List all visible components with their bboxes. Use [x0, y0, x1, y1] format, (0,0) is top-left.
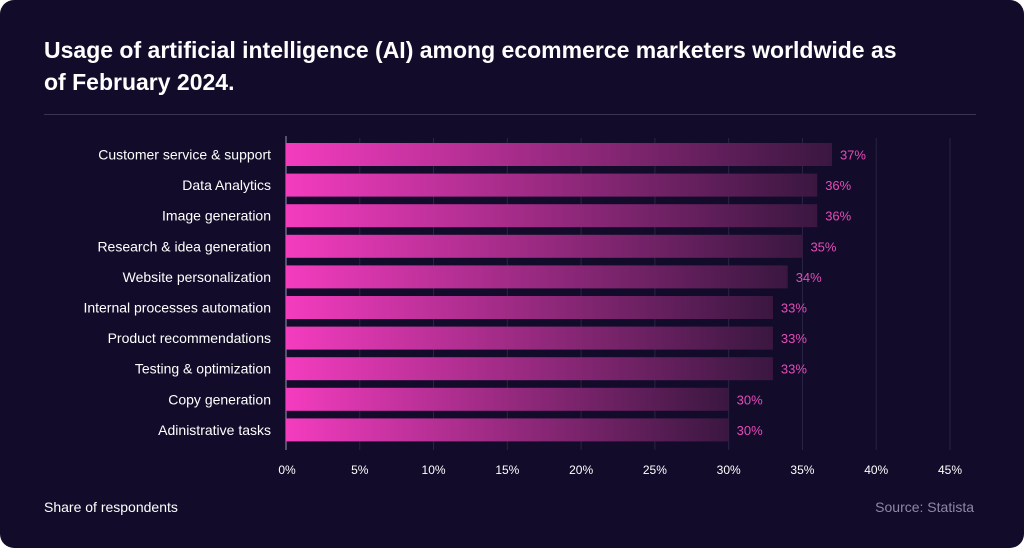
- x-tick-label: 20%: [569, 463, 593, 477]
- x-tick-labels: 0% 5% 10% 15% 20% 25% 30% 35% 40% 45%: [278, 463, 962, 477]
- x-tick-label: 25%: [643, 463, 667, 477]
- value-label: 36%: [825, 209, 851, 224]
- chart-title: Usage of artificial intelligence (AI) am…: [44, 37, 897, 95]
- bar: [286, 204, 818, 228]
- bar: [286, 265, 788, 289]
- x-tick-label: 40%: [864, 463, 888, 477]
- category-label: Customer service & support: [98, 147, 271, 163]
- x-tick-label: 15%: [495, 463, 519, 477]
- x-tick-label: 0%: [278, 463, 296, 477]
- bar: [286, 173, 818, 197]
- value-label: 37%: [840, 148, 866, 163]
- bar: [286, 418, 729, 442]
- bar: [286, 234, 803, 258]
- axis-caption: Share of respondents: [44, 499, 178, 515]
- bar: [286, 326, 773, 350]
- value-label: 30%: [737, 423, 763, 438]
- x-tick-label: 30%: [717, 463, 741, 477]
- x-tick-label: 10%: [422, 463, 446, 477]
- source-note: Source: Statista: [875, 499, 974, 515]
- x-tick-label: 5%: [351, 463, 369, 477]
- value-label: 33%: [781, 301, 807, 316]
- value-label: 33%: [781, 362, 807, 377]
- bars: [286, 143, 832, 442]
- x-tick-label: 35%: [790, 463, 814, 477]
- value-label: 35%: [810, 239, 836, 254]
- category-label: Data Analytics: [182, 177, 271, 193]
- bar: [286, 387, 729, 411]
- bar: [286, 296, 773, 319]
- bar: [286, 357, 773, 381]
- value-label: 33%: [781, 331, 807, 346]
- value-label: 36%: [825, 178, 851, 193]
- category-label: Product recommendations: [108, 330, 271, 346]
- category-label: Website personalization: [123, 269, 271, 285]
- value-labels: 37% 36% 36% 35% 34% 33% 33% 33% 30% 30%: [737, 148, 867, 438]
- category-label: Internal processes automation: [83, 300, 271, 316]
- category-label: Image generation: [162, 208, 271, 224]
- category-label: Testing & optimization: [135, 361, 271, 377]
- value-label: 30%: [737, 392, 763, 407]
- x-tick-label: 45%: [938, 463, 962, 477]
- bar: [286, 143, 832, 166]
- value-label: 34%: [796, 270, 822, 285]
- category-label: Adinistrative tasks: [158, 422, 271, 438]
- title-divider: [44, 114, 976, 115]
- category-label: Copy generation: [168, 391, 271, 407]
- category-labels: Customer service & support Data Analytics…: [83, 147, 271, 438]
- category-label: Research & idea generation: [97, 238, 271, 254]
